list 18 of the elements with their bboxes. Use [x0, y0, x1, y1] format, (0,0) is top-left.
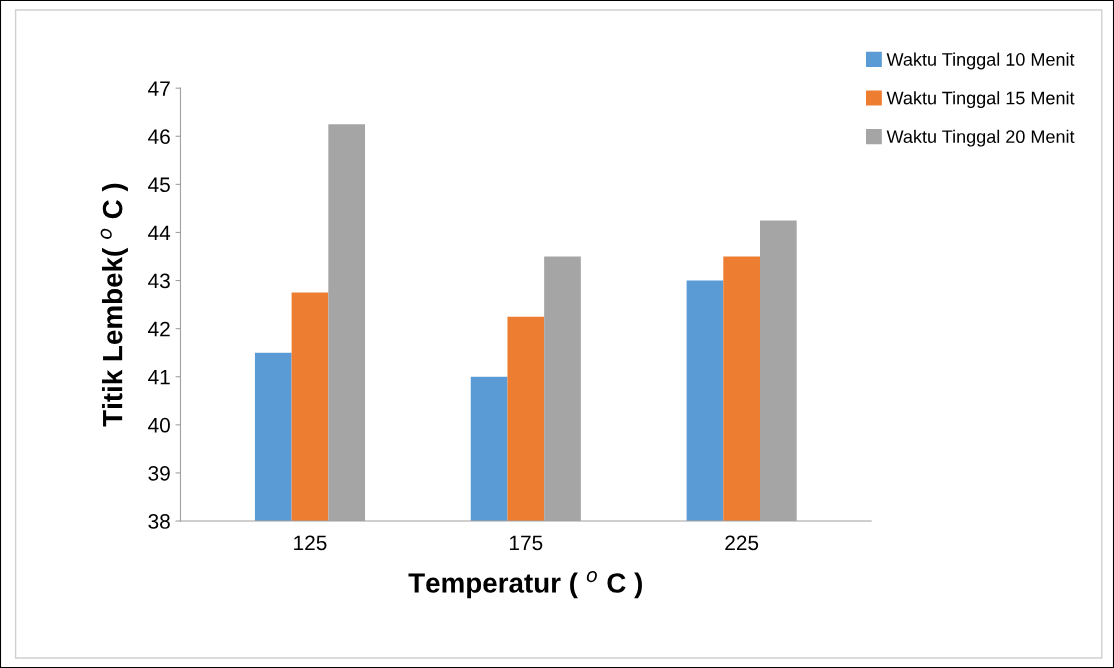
y-tick-label: 38	[148, 514, 170, 529]
y-tick-label: 44	[148, 225, 171, 241]
y-axis-title: Titik Lembek( $^{o}$ C )	[100, 183, 128, 427]
legend-label: Waktu Tinggal 20 Menit	[886, 129, 1075, 147]
y-tick-label: 46	[148, 129, 170, 145]
y-tick-label: 45	[148, 177, 170, 193]
y-tick-label: 47	[148, 81, 170, 96]
x-tick-label: 125	[294, 535, 327, 551]
y-tick-label: 41	[148, 369, 170, 385]
legend-label: Waktu Tinggal 15 Menit	[886, 91, 1075, 108]
y-tick-label: 42	[148, 321, 170, 337]
x-tick-label: 225	[725, 535, 759, 551]
y-tick-label: 43	[148, 273, 170, 289]
y-tick-label: 39	[148, 465, 170, 481]
x-tick-label: 175	[510, 535, 543, 551]
y-tick-label: 40	[148, 417, 170, 433]
legend-label: Waktu Tinggal 10 Menit	[886, 52, 1075, 70]
x-axis-title: Temperatur ( $^{o}$ C )	[408, 571, 642, 599]
